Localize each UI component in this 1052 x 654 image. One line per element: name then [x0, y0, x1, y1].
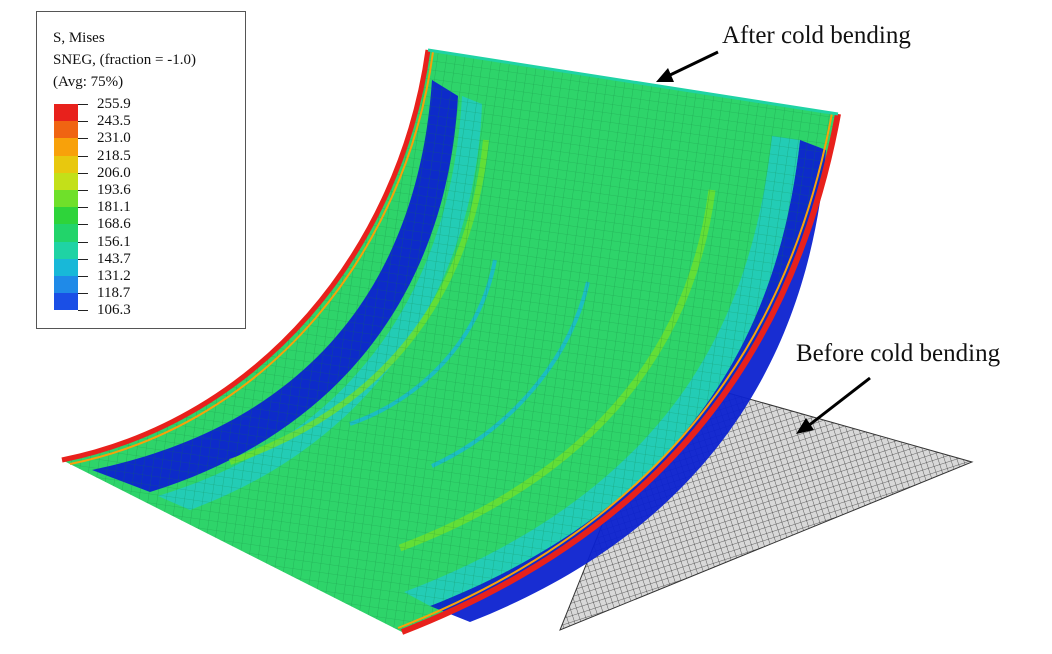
legend-tick — [78, 104, 88, 105]
legend-tick — [78, 258, 88, 260]
legend-averaging: (Avg: 75%) — [53, 74, 124, 90]
bent-plate-mesh — [62, 50, 838, 632]
legend-color-swatch — [54, 190, 78, 208]
legend-color-swatch — [54, 104, 78, 122]
after-bending-label: After cold bending — [722, 22, 911, 49]
legend-tick — [78, 310, 88, 312]
legend-subtitle: SNEG, (fraction = -1.0) — [53, 52, 197, 68]
before-bending-label: Before cold bending — [796, 340, 1001, 367]
legend-color-swatch — [54, 121, 78, 139]
legend-tick — [78, 172, 88, 174]
legend-tick — [78, 276, 88, 277]
legend-value: 206.0 — [97, 164, 131, 181]
legend-color-swatch — [54, 155, 78, 173]
left-edge-orange — [69, 51, 434, 465]
legend-tick — [78, 207, 88, 209]
legend-tick — [78, 293, 88, 295]
legend-tick — [78, 224, 88, 226]
legend-color-swatch — [54, 224, 78, 242]
legend-color-swatch — [54, 241, 78, 259]
legend-color-swatch — [54, 172, 78, 190]
before-arrow — [796, 376, 871, 434]
legend-value: 118.7 — [97, 285, 131, 302]
legend-value: 231.0 — [97, 130, 131, 147]
legend-color-swatch — [54, 276, 78, 294]
right-edge-orange — [397, 112, 833, 629]
legend-color-swatch — [54, 207, 78, 225]
legend-tick — [78, 155, 88, 157]
legend-value: 143.7 — [97, 250, 131, 267]
legend-value: 218.5 — [97, 147, 131, 164]
legend-value: 131.2 — [97, 268, 131, 284]
legend-value: 106.3 — [97, 302, 131, 319]
legend-color-swatch — [54, 258, 78, 276]
legend-tick — [78, 121, 88, 123]
legend-value: 156.1 — [97, 233, 131, 250]
legend-value: 181.1 — [97, 199, 131, 216]
legend-tick — [78, 138, 88, 140]
legend-value: 168.6 — [97, 216, 131, 233]
legend-value: 193.6 — [97, 182, 131, 198]
legend-tick — [78, 190, 88, 191]
right-low-stress-band — [430, 140, 826, 622]
right-edge-high-stress — [400, 113, 841, 635]
stress-legend: S, Mises SNEG, (fraction = -1.0) (Avg: 7… — [36, 11, 246, 329]
legend-value: 243.5 — [97, 113, 131, 130]
legend-color-swatch — [54, 138, 78, 156]
left-edge-high-stress — [61, 49, 431, 463]
legend-color-swatch — [54, 293, 78, 311]
legend-value: 255.9 — [97, 96, 131, 112]
top-edge — [427, 48, 839, 116]
after-arrow — [656, 50, 719, 82]
legend-title: S, Mises — [53, 30, 105, 46]
legend-tick — [78, 241, 88, 243]
